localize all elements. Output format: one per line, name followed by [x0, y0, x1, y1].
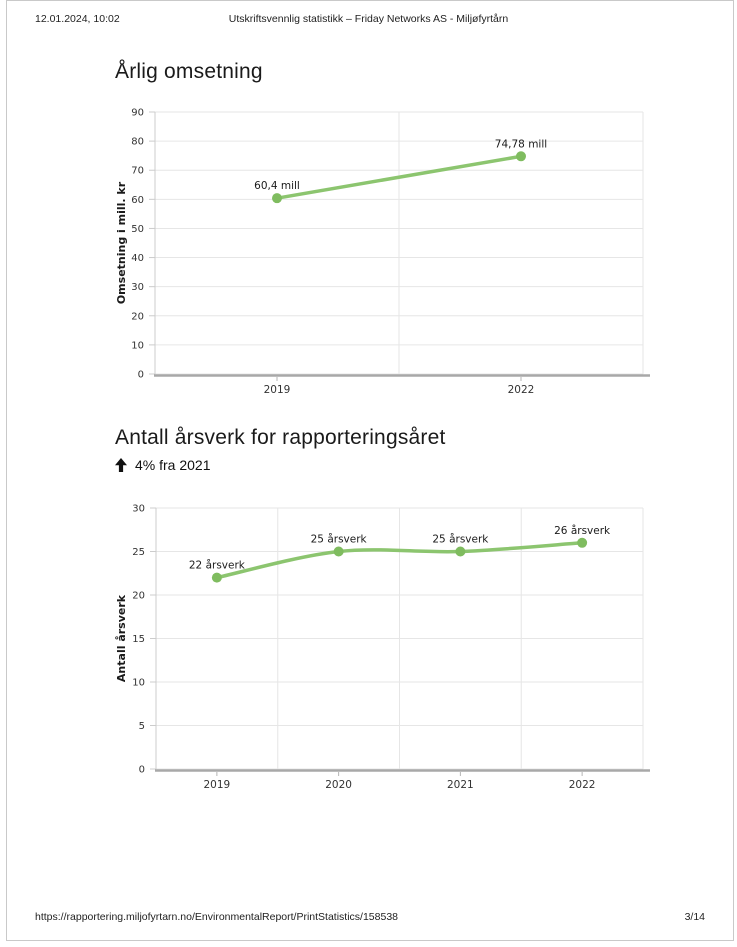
- svg-text:2019: 2019: [264, 384, 291, 396]
- svg-text:2022: 2022: [569, 779, 596, 791]
- svg-text:50: 50: [131, 224, 144, 235]
- svg-text:70: 70: [131, 166, 144, 177]
- svg-text:5: 5: [139, 721, 145, 732]
- svg-text:30: 30: [132, 504, 145, 515]
- fte-subtitle-text: 4% fra 2021: [135, 457, 211, 473]
- svg-text:25: 25: [132, 547, 145, 558]
- svg-text:2019: 2019: [204, 779, 231, 791]
- up-arrow-icon: [115, 458, 127, 472]
- svg-text:2022: 2022: [508, 384, 535, 396]
- fte-chart: 0 5 10 15 20 25 30 2019 2020 2021 2022 Antall årsve…: [115, 504, 650, 791]
- print-title: Utskriftsvennlig statistikk – Friday Net…: [228, 13, 509, 25]
- svg-text:0: 0: [138, 370, 144, 381]
- svg-text:74,78 mill: 74,78 mill: [495, 138, 547, 150]
- annual-revenue-title: Årlig omsetning: [115, 60, 263, 83]
- svg-text:25 årsverk: 25 årsverk: [432, 533, 489, 546]
- svg-text:80: 80: [131, 137, 144, 148]
- svg-text:15: 15: [132, 634, 145, 645]
- svg-text:26 årsverk: 26 årsverk: [554, 524, 611, 537]
- svg-text:22 årsverk: 22 årsverk: [189, 559, 246, 572]
- svg-text:60: 60: [131, 195, 144, 206]
- svg-text:60,4 mill: 60,4 mill: [254, 180, 300, 192]
- svg-text:2021: 2021: [447, 779, 474, 791]
- svg-text:10: 10: [131, 340, 144, 351]
- footer-url: https://rapportering.miljofyrtarn.no/Env…: [35, 911, 399, 923]
- svg-text:90: 90: [131, 108, 144, 119]
- svg-text:Antall årsverk: Antall årsverk: [115, 594, 128, 682]
- svg-text:10: 10: [132, 678, 145, 689]
- svg-text:2020: 2020: [325, 779, 352, 791]
- svg-text:0: 0: [139, 765, 145, 776]
- svg-text:25 årsverk: 25 årsverk: [311, 533, 368, 546]
- page-number: 3/14: [684, 911, 705, 923]
- svg-text:20: 20: [132, 591, 145, 602]
- svg-text:Omsetning i mill. kr: Omsetning i mill. kr: [115, 181, 128, 304]
- print-datetime: 12.01.2024, 10:02: [35, 13, 120, 25]
- svg-text:20: 20: [131, 311, 144, 322]
- svg-text:40: 40: [131, 253, 144, 264]
- svg-text:30: 30: [131, 282, 144, 293]
- annual-revenue-chart: 0 10 20 30 40 50 60 70 80 90 2019 2022 Omsetning i m…: [115, 108, 650, 396]
- fte-title: Antall årsverk for rapporteringsåret: [115, 426, 446, 449]
- fte-subtitle: 4% fra 2021: [115, 457, 211, 473]
